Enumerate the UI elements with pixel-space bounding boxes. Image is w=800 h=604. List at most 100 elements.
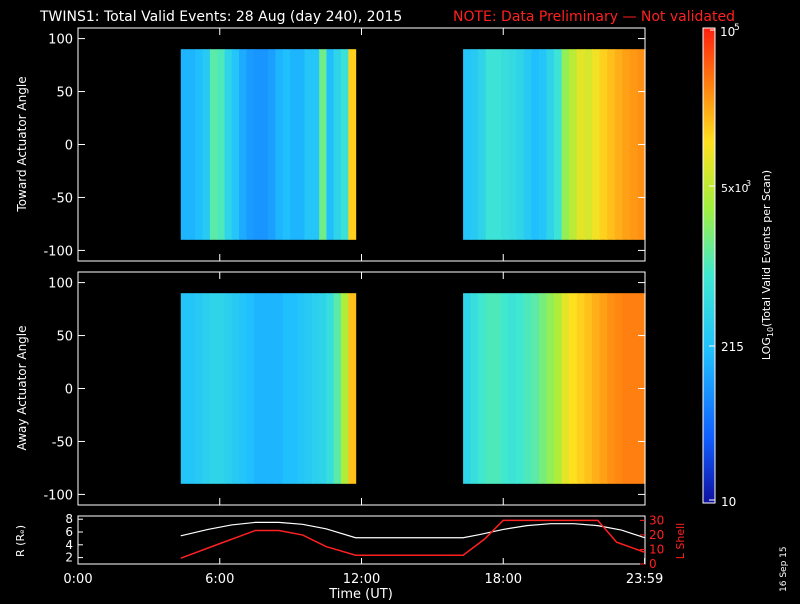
l-shell-tick-label: 20 (649, 528, 664, 542)
toward-cell (297, 49, 306, 240)
toward-cell (231, 49, 240, 240)
toward-cell (607, 49, 616, 240)
toward-cell (516, 49, 525, 240)
away-cell (253, 293, 262, 484)
away-cell (523, 293, 532, 484)
svg-text:10: 10 (720, 25, 735, 39)
away-cell (485, 293, 495, 484)
away-cell (311, 293, 320, 484)
away-y-label: Away Actuator Angle (15, 325, 29, 450)
away-cell (531, 293, 540, 484)
toward-cell (290, 49, 298, 240)
l-shell-tick-label: 30 (649, 513, 664, 527)
toward-cell (260, 49, 269, 240)
toward-cell (554, 49, 563, 240)
toward-cell (599, 49, 608, 240)
away-cell (569, 293, 578, 484)
away-cell (584, 293, 593, 484)
toward-cell (538, 49, 548, 240)
toward-tick-label: 100 (48, 33, 73, 48)
toward-cell (348, 49, 357, 240)
toward-cell (493, 49, 502, 240)
away-cell (297, 293, 306, 484)
toward-cell (209, 49, 218, 240)
colorbar-label: LOG10(Total Valid Events per Scan) (760, 170, 775, 360)
away-cell (304, 293, 313, 484)
away-cell (500, 293, 510, 484)
toward-y-label: Toward Actuator Angle (15, 76, 29, 212)
away-cell (508, 293, 517, 484)
r-tick-label: 8 (65, 512, 73, 526)
toward-tick-label: -50 (52, 191, 73, 206)
toward-tick-label: -100 (43, 244, 73, 259)
time-tick-label: 0:00 (63, 572, 92, 587)
toward-cell (275, 49, 284, 240)
away-cell (282, 293, 291, 484)
toward-cell (463, 49, 472, 240)
away-cell (516, 293, 525, 484)
away-cell (333, 293, 342, 484)
r-axis-label: R (Rₑ) (14, 525, 27, 557)
away-cell (195, 293, 204, 484)
svg-text:10: 10 (721, 495, 736, 509)
away-cell (622, 293, 631, 484)
away-cell (629, 293, 639, 484)
toward-panel: 100 50 0 -50 -100 Toward Actuator Angle (15, 27, 646, 262)
away-cell (202, 293, 211, 484)
toward-cell (508, 49, 517, 240)
toward-cell (195, 49, 204, 240)
svg-text:215: 215 (721, 340, 744, 354)
toward-tick-label: 0 (65, 139, 73, 154)
colorbar-tick-bottom: 10 (709, 495, 736, 509)
toward-cell (304, 49, 313, 240)
toward-cell (268, 49, 277, 240)
time-x-ticks: 0:00 6:00 12:00 18:00 23:59 (63, 558, 663, 587)
away-cell (599, 293, 608, 484)
toward-cell (470, 49, 479, 240)
toward-cell (202, 49, 211, 240)
away-cell (576, 293, 585, 484)
away-cell (341, 293, 349, 484)
away-cell (260, 293, 269, 484)
toward-cell (239, 49, 247, 240)
l-shell-line (180, 519, 646, 559)
away-cell (554, 293, 563, 484)
toward-y-ticks: 100 50 0 -50 -100 (43, 28, 646, 261)
away-cell (188, 293, 196, 484)
toward-tick-label: 50 (56, 86, 73, 101)
colorbar-tick-215: 215 (709, 340, 744, 354)
away-cell (463, 293, 472, 484)
toward-cell (224, 49, 233, 240)
toward-cell (311, 49, 320, 240)
away-cell (326, 293, 335, 484)
toward-heatmap-cells (180, 49, 646, 240)
l-shell-tick-label: 0 (649, 557, 657, 571)
toward-cell (246, 49, 255, 240)
svg-text:5x10: 5x10 (721, 182, 749, 195)
away-panel: 100 50 0 -50 -100 Away Actuator Angle (15, 271, 646, 506)
colorbar-tick-top: 105 (710, 23, 740, 39)
toward-cell (561, 49, 570, 240)
r-tick-label: 4 (65, 538, 73, 552)
toward-cell (523, 49, 532, 240)
away-y-ticks: 100 50 0 -50 -100 (43, 272, 646, 505)
toward-cell (614, 49, 623, 240)
away-cell (224, 293, 233, 484)
toward-cell (217, 49, 226, 240)
toward-cell (500, 49, 510, 240)
toward-cell (188, 49, 196, 240)
away-cell (348, 293, 357, 484)
away-cell (478, 293, 487, 484)
figure-title: TWINS1: Total Valid Events: 28 Aug (day … (39, 9, 402, 25)
toward-cell (569, 49, 578, 240)
toward-cell (319, 49, 328, 240)
time-tick-label: 6:00 (205, 572, 234, 587)
r-distance-line (180, 521, 646, 539)
toward-cell (341, 49, 349, 240)
time-tick-label: 18:00 (485, 572, 522, 587)
away-cell (246, 293, 255, 484)
